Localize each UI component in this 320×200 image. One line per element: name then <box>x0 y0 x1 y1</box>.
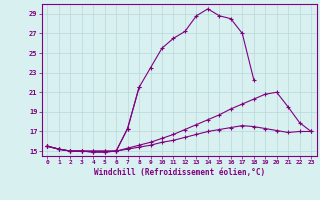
X-axis label: Windchill (Refroidissement éolien,°C): Windchill (Refroidissement éolien,°C) <box>94 168 265 177</box>
